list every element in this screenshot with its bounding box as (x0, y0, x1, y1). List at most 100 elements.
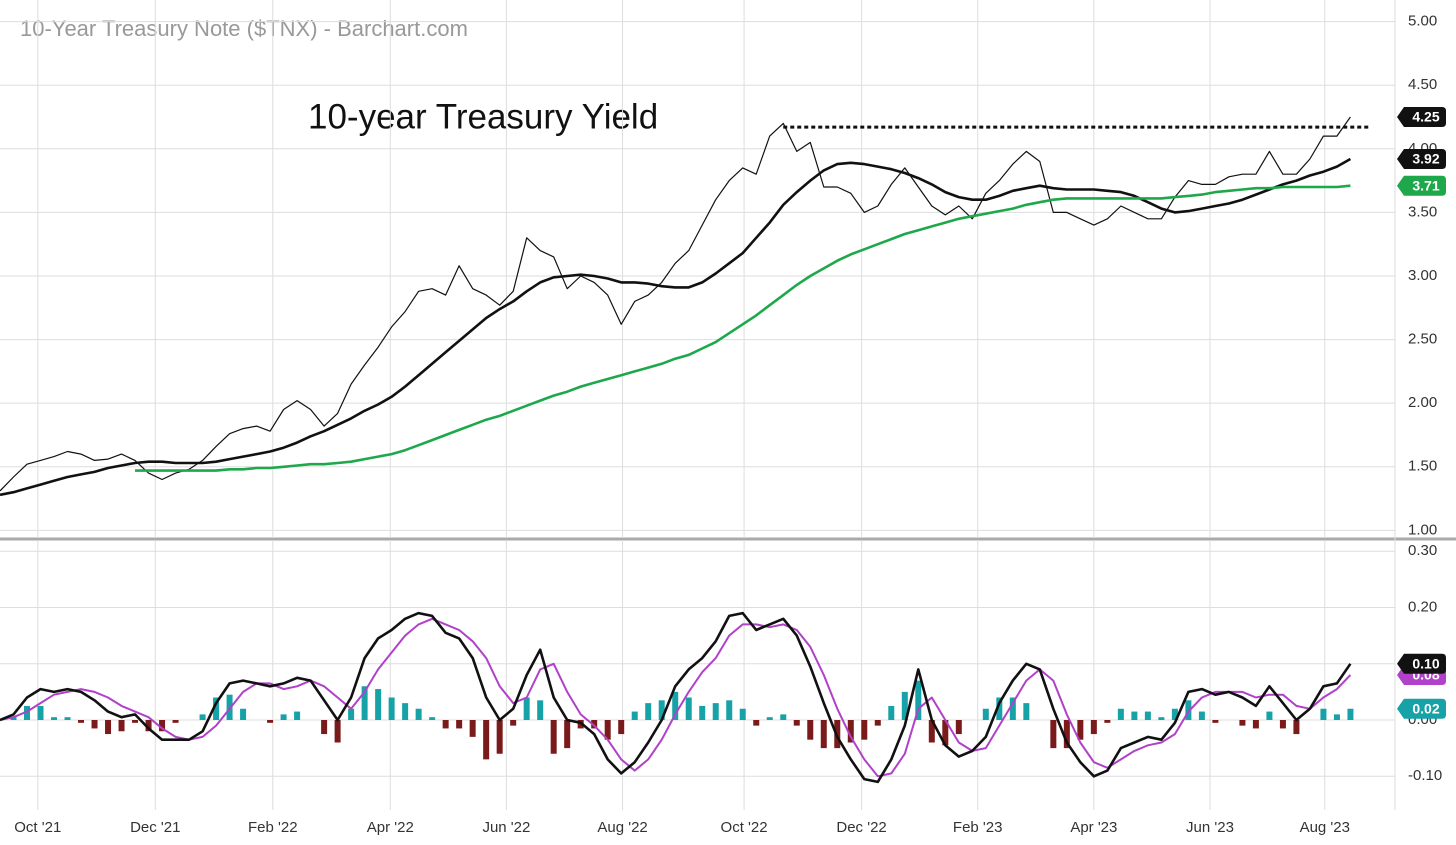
x-tick-label: Apr '23 (1070, 819, 1117, 836)
x-tick-label: Jun '22 (482, 819, 530, 836)
histogram-bar (1117, 708, 1124, 720)
histogram-bar (469, 720, 476, 737)
histogram-bar (928, 720, 935, 743)
histogram-bar (294, 711, 301, 720)
series-line (0, 617, 1352, 778)
x-tick-label: Apr '22 (367, 819, 414, 836)
histogram-bar (712, 703, 719, 720)
y-tick-label: 3.00 (1408, 267, 1437, 284)
chart-title: 10-Year Treasury Note ($TNX) - Barchart.… (20, 16, 468, 41)
x-tick-label: Aug '23 (1300, 819, 1350, 836)
histogram-bar (105, 720, 112, 735)
histogram-bar (1266, 711, 1273, 720)
histogram-bar (145, 720, 152, 732)
histogram-bar (888, 705, 895, 720)
series-line (0, 157, 1352, 497)
histogram-bar (118, 720, 125, 732)
histogram-bar (1131, 711, 1138, 720)
y-tick-label: 1.00 (1408, 521, 1437, 538)
histogram-bar (361, 686, 368, 720)
histogram-bar (807, 720, 814, 740)
histogram-bar (793, 720, 800, 726)
y-tick-label: 3.50 (1408, 203, 1437, 220)
histogram-bar (523, 697, 530, 720)
histogram-bar (645, 703, 652, 720)
histogram-bar (672, 691, 679, 720)
price-tag (1397, 698, 1446, 719)
price-tag-label: 0.10 (1412, 655, 1439, 671)
price-tag (1397, 148, 1446, 169)
series-line (0, 116, 1351, 492)
histogram-bar (267, 720, 274, 723)
histogram-bar (334, 720, 341, 743)
y-tick-label: 0.20 (1408, 598, 1437, 615)
histogram-bar (388, 697, 395, 720)
histogram-bar (820, 720, 827, 749)
y-tick-label: -0.10 (1408, 767, 1442, 784)
histogram-bar (1144, 711, 1151, 720)
x-tick-label: Feb '22 (248, 819, 298, 836)
histogram-bar (483, 720, 490, 760)
histogram-bar (780, 714, 787, 720)
x-tick-label: Oct '22 (721, 819, 768, 836)
histogram-bar (456, 720, 463, 729)
histogram-bar (91, 720, 98, 729)
histogram-bar (550, 720, 557, 754)
histogram-bar (1023, 703, 1030, 720)
histogram-bar (132, 720, 139, 723)
histogram-bar (591, 720, 598, 729)
histogram-bar (1171, 708, 1178, 720)
x-tick-label: Feb '23 (953, 819, 1003, 836)
price-tag (1397, 107, 1446, 128)
histogram-bar (280, 714, 287, 720)
histogram-bar (415, 708, 422, 720)
histogram-bar (1090, 720, 1097, 735)
y-tick-label: 5.00 (1408, 13, 1437, 30)
histogram-bar (1279, 720, 1286, 729)
histogram-bar (1320, 708, 1327, 720)
histogram-bar (375, 689, 382, 720)
histogram-bar (51, 717, 58, 720)
series-line (0, 611, 1352, 784)
y-tick-label: 2.00 (1408, 394, 1437, 411)
histogram-bar (874, 720, 881, 726)
histogram-bar (1347, 708, 1354, 720)
histogram-bar (996, 697, 1003, 720)
histogram-bar (658, 700, 665, 720)
histogram-bar (766, 717, 773, 720)
histogram-bar (901, 691, 908, 720)
histogram-bar (1293, 720, 1300, 735)
histogram-bar (739, 708, 746, 720)
histogram-bar (10, 717, 17, 720)
histogram-bar (1239, 720, 1246, 726)
histogram-bar (1333, 714, 1340, 720)
price-tag-label: 3.92 (1412, 151, 1439, 167)
histogram-bar (510, 720, 517, 726)
histogram-bar (955, 720, 962, 735)
series-line (135, 184, 1351, 472)
histogram-bar (37, 705, 44, 720)
price-tag (1397, 653, 1446, 674)
histogram-bar (699, 705, 706, 720)
histogram-bar (564, 720, 571, 749)
y-tick-label: 4.50 (1408, 76, 1437, 93)
histogram-bar (496, 720, 503, 754)
histogram-bar (64, 717, 71, 720)
histogram-bar (172, 720, 179, 723)
histogram-bar (1185, 700, 1192, 720)
price-tag-label: 4.25 (1412, 109, 1439, 125)
histogram-bar (537, 700, 544, 720)
histogram-bar (915, 680, 922, 720)
histogram-bar (159, 720, 166, 732)
histogram-bar (1050, 720, 1057, 749)
annotation: 10-year Treasury Yield (308, 97, 658, 136)
x-tick-label: Dec '22 (836, 819, 886, 836)
histogram-bar (861, 720, 868, 740)
histogram-bar (348, 708, 355, 720)
histogram-bar (982, 708, 989, 720)
histogram-bar (631, 711, 638, 720)
histogram-bar (240, 708, 247, 720)
x-tick-label: Dec '21 (130, 819, 180, 836)
histogram-bar (1158, 717, 1165, 720)
